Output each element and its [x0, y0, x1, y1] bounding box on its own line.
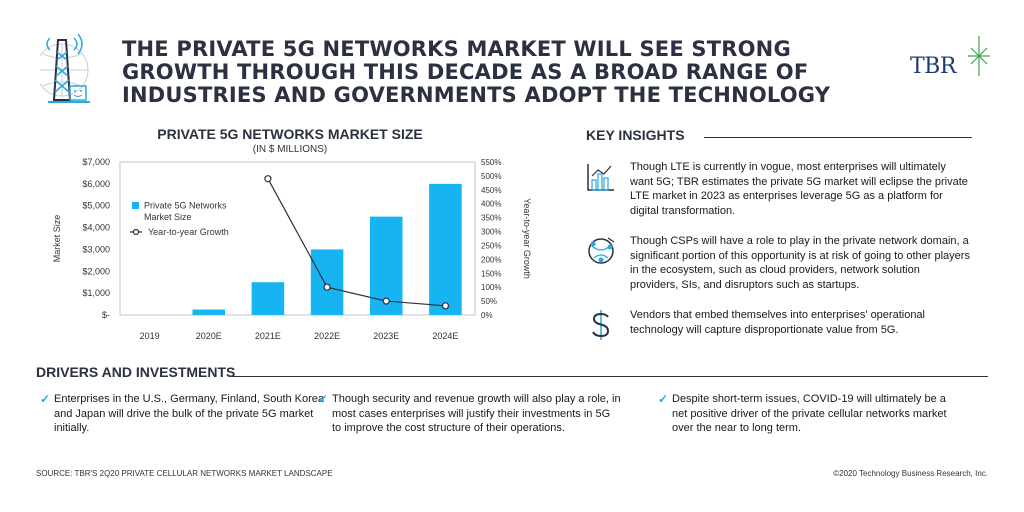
y2-tick-label: 350%	[481, 214, 501, 223]
y-tick-label: $3,000	[82, 244, 110, 254]
drivers-divider	[232, 376, 988, 377]
x-tick-label: 2024E	[432, 331, 458, 341]
insights-divider	[704, 137, 972, 138]
growth-line	[267, 178, 446, 307]
market-size-chart: $- $1,000 $2,000 $3,000 $4,000 $5,000 $6,000 $7…	[52, 157, 532, 341]
growth-point	[264, 175, 272, 183]
legend-label: Market Size	[144, 212, 192, 222]
x-tick-label: 2023E	[373, 331, 399, 341]
checkmark-icon: ✓	[658, 392, 669, 406]
legend-label: Year-to-year Growth	[148, 227, 229, 237]
bar	[310, 249, 344, 315]
y2-tick-label: 500%	[481, 172, 501, 181]
network-globe-icon	[588, 237, 615, 264]
page-title: THE PRIVATE 5G NETWORKS MARKET WILL SEE …	[122, 37, 831, 107]
y-axis-label: Market Size	[52, 215, 62, 263]
y2-tick-label: 400%	[481, 200, 501, 209]
driver-text: Though security and revenue growth will …	[332, 393, 621, 434]
logo-text: TBR	[910, 54, 956, 79]
insight-text: Vendors that embed themselves into enter…	[630, 309, 925, 336]
tbr-logo: TBR	[910, 36, 990, 84]
bar	[192, 309, 226, 315]
y-tick-label: $-	[102, 310, 110, 320]
chart-subtitle: (IN $ MILLIONS)	[252, 144, 328, 155]
chart-title: PRIVATE 5G NETWORKS MARKET SIZE	[157, 126, 423, 142]
y-tick-label: $5,000	[82, 201, 110, 211]
insights-heading: KEY INSIGHTS	[586, 127, 685, 143]
growth-point	[441, 302, 450, 310]
insight-text: Though LTE is currently in vogue, most e…	[630, 161, 968, 217]
y-tick-label: $7,000	[82, 157, 110, 167]
y-tick-label: $4,000	[82, 223, 110, 233]
insight-text: Though CSPs will have a role to play in …	[630, 235, 970, 291]
x-tick-label: 2021E	[255, 331, 281, 341]
y2-tick-label: 0%	[481, 311, 493, 320]
y2-tick-label: 200%	[481, 255, 501, 264]
bar-chart-icon	[587, 164, 614, 191]
legend-swatch-point	[132, 228, 140, 236]
y2-tick-label: 550%	[481, 158, 501, 167]
y2-axis-label: Year-to-year Growth	[522, 198, 532, 279]
drivers-heading: DRIVERS AND INVESTMENTS	[36, 364, 236, 380]
checkmark-icon: ✓	[40, 392, 51, 406]
driver-text: Enterprises in the U.S., Germany, Finlan…	[54, 393, 325, 434]
driver-text: Despite short-term issues, COVID-19 will…	[672, 393, 947, 434]
legend-label: Private 5G Networks	[144, 201, 227, 211]
x-tick-label: 2020E	[196, 331, 222, 341]
x-tick-label: 2019	[140, 331, 160, 341]
y2-tick-label: 100%	[481, 283, 501, 292]
source-note: SOURCE: TBR'S 2Q20 PRIVATE CELLULAR NETW…	[36, 469, 333, 478]
cell-tower-icon	[40, 33, 90, 103]
x-tick-label: 2022E	[314, 331, 340, 341]
checkmark-icon: ✓	[318, 392, 329, 406]
y2-tick-label: 250%	[481, 241, 501, 250]
y2-tick-label: 450%	[481, 186, 501, 195]
logo-star-icon	[968, 36, 990, 76]
y2-tick-label: 300%	[481, 228, 501, 237]
growth-point	[323, 283, 331, 291]
y-tick-label: $2,000	[82, 266, 110, 276]
bar	[251, 282, 285, 315]
y2-tick-label: 50%	[481, 297, 497, 306]
bar	[429, 183, 462, 315]
y-tick-label: $6,000	[82, 179, 110, 189]
dollar-icon	[592, 310, 610, 340]
plot-frame	[119, 161, 476, 316]
y2-tick-label: 150%	[481, 269, 501, 278]
copyright-note: ©2020 Technology Business Research, Inc.	[833, 469, 988, 478]
y-tick-label: $1,000	[82, 288, 110, 298]
legend-swatch-bar	[132, 202, 139, 209]
growth-point	[382, 297, 390, 305]
